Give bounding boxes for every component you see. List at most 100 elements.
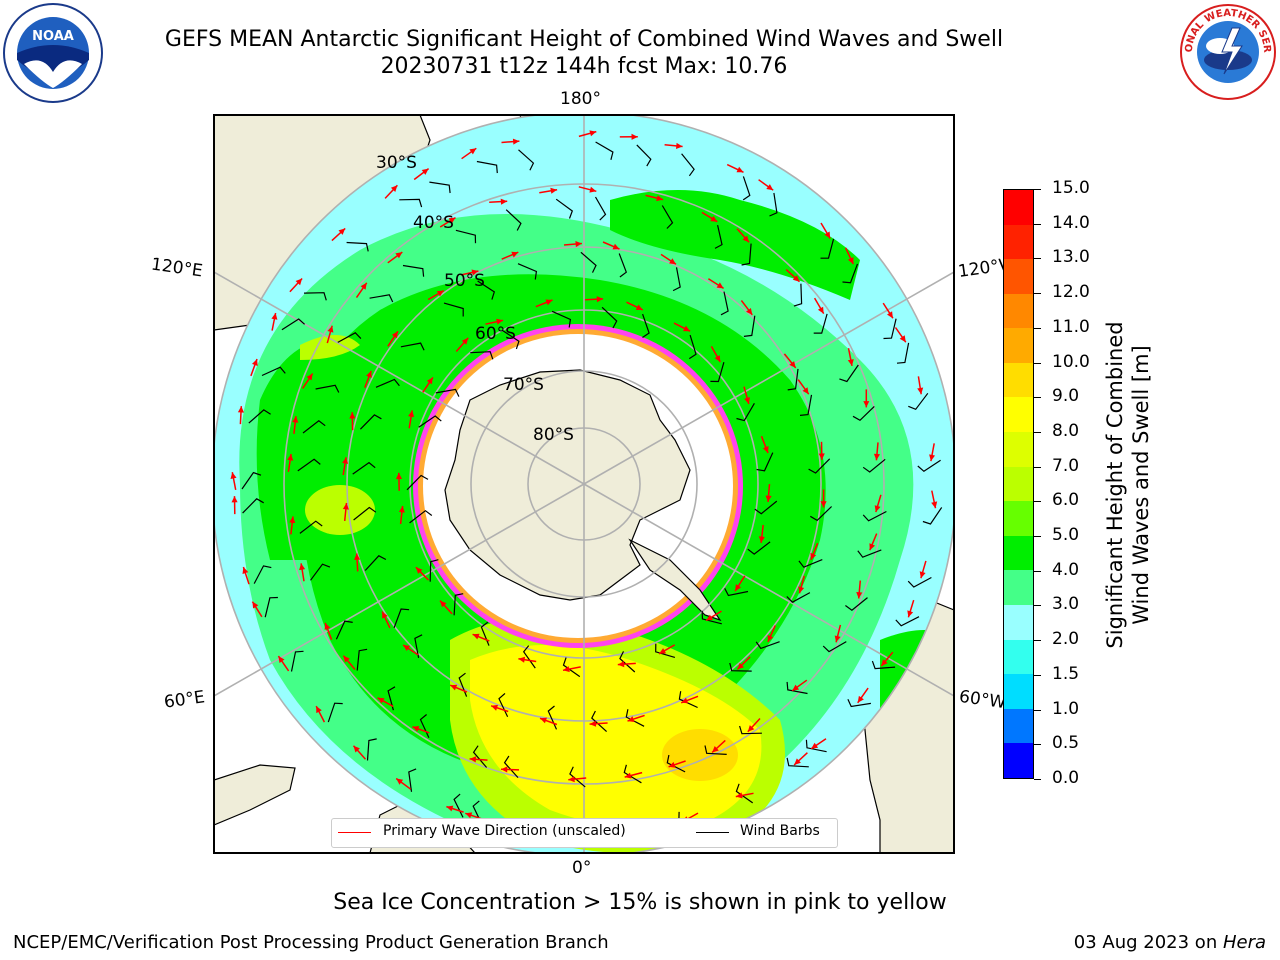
- wind-barb: [769, 192, 778, 217]
- wave-direction-arrowhead: [617, 661, 625, 668]
- wave-direction-arrowhead: [500, 198, 508, 205]
- wind-barb: [896, 342, 910, 364]
- wind-barb: [743, 315, 756, 337]
- wave-direction-arrowhead: [589, 720, 597, 727]
- wave-direction-arrowhead: [735, 584, 742, 592]
- wind-barb: [786, 681, 808, 695]
- colorbar-tick: [1034, 189, 1041, 190]
- wind-barb: [735, 783, 754, 804]
- wave-direction-arrowhead: [747, 725, 755, 732]
- wind-barb: [688, 334, 697, 360]
- wind-barb: [453, 593, 464, 616]
- wave-direction-arrowhead: [802, 387, 809, 395]
- wave-direction-arrowhead: [472, 633, 480, 640]
- wind-barb-legend-label: Wind Barbs: [740, 823, 820, 839]
- wave-direction-arrowhead: [765, 495, 772, 502]
- wave-direction-arrowhead: [735, 792, 743, 799]
- wind-barb: [476, 160, 498, 174]
- wave-direction-arrowhead: [919, 571, 926, 579]
- wind-barb: [408, 768, 417, 792]
- wind-barb: [595, 141, 614, 160]
- wind-barb: [369, 294, 394, 303]
- lon-label-bottom: 0°: [572, 858, 592, 878]
- wave-direction-arrowhead: [881, 659, 888, 666]
- wind-barb: [591, 710, 608, 733]
- wave-direction-arrowhead: [511, 251, 519, 258]
- wind-barb: [443, 302, 464, 317]
- colorbar-tick: [1034, 640, 1041, 642]
- wave-direction-arrowhead: [847, 359, 854, 366]
- wind-barb: [917, 459, 941, 473]
- wave-direction-arrowhead: [758, 536, 765, 543]
- wind-barb: [862, 458, 886, 473]
- colorbar-tick-label: 4.0: [1052, 559, 1080, 580]
- wave-direction-arrowhead: [382, 611, 388, 619]
- colorbar-tick-label: 11.0: [1052, 316, 1090, 337]
- wind-barb: [842, 263, 859, 284]
- wind-barb: [786, 592, 811, 603]
- colorbar-segment: [1004, 605, 1033, 640]
- wind-barb: [852, 405, 875, 422]
- wave-direction-arrowhead: [501, 766, 508, 773]
- colorbar-tick-label: 3.0: [1052, 594, 1080, 615]
- wave-direction-arrowhead: [714, 355, 721, 362]
- wave-direction-arrowhead: [817, 306, 824, 314]
- madagascar-land: [214, 764, 296, 826]
- wind-barb: [297, 458, 321, 472]
- wave-direction-arrowhead: [342, 457, 349, 464]
- wind-barb: [714, 224, 723, 249]
- wave-direction-arrowhead: [737, 662, 744, 670]
- colorbar-tick: [1034, 397, 1041, 399]
- colorbar-tick-label: 6.0: [1052, 490, 1080, 511]
- wind-barb: [435, 388, 460, 397]
- wind-barb: [813, 313, 828, 334]
- colorbar-tick-label: 12.0: [1052, 282, 1090, 303]
- wave-direction-arrowhead: [631, 133, 638, 140]
- wind-barb-legend-line: [696, 832, 729, 833]
- wind-barb: [704, 745, 727, 755]
- lat-label-40s: 40°S: [413, 213, 454, 233]
- wave-direction-arrowhead: [390, 185, 398, 192]
- lat-label-60s: 60°S: [475, 324, 516, 344]
- lat-label-50s: 50°S: [444, 271, 485, 291]
- wind-barb: [580, 251, 597, 273]
- colorbar-title-line2: Wind Waves and Swell [m]: [1129, 345, 1153, 625]
- wave-direction-arrowhead: [426, 377, 433, 385]
- date-text: 03 Aug 2023 on Hera: [1074, 932, 1266, 953]
- wave-direction-arrowhead: [252, 601, 259, 609]
- wave-direction-arrowhead: [450, 684, 458, 691]
- wave-direction-arrowhead: [360, 282, 367, 290]
- wave-direction-arrowhead: [471, 269, 479, 276]
- wind-barb: [551, 310, 572, 328]
- wave-direction-arrowhead: [589, 186, 597, 193]
- wave-direction-arrowhead: [306, 373, 313, 381]
- chart-title: GEFS MEAN Antarctic Significant Height o…: [164, 27, 1004, 52]
- wind-barb: [353, 506, 377, 521]
- wave-direction-arrowhead: [612, 243, 620, 250]
- wind-barb: [352, 461, 376, 475]
- wind-barb: [399, 198, 423, 208]
- wind-barb: [253, 565, 272, 584]
- wind-barb: [883, 318, 897, 340]
- wind-barb: [518, 149, 535, 171]
- wave-direction-arrowhead: [327, 325, 334, 333]
- wind-barb: [678, 691, 698, 709]
- wave-direction-arrowhead: [398, 506, 405, 513]
- wave-direction-arrowhead: [929, 454, 935, 462]
- wave-direction-arrowhead: [343, 655, 350, 663]
- wave-direction-arrowhead: [412, 726, 420, 732]
- wind-barb: [501, 329, 520, 350]
- colorbar-tick-label: 8.0: [1052, 420, 1080, 441]
- wind-barb: [756, 452, 774, 472]
- wave-direction-arrowhead: [242, 567, 249, 574]
- colorbar-segment: [1004, 501, 1033, 536]
- wave-direction-arrowhead: [353, 745, 360, 753]
- wave-direction-arrowhead: [789, 361, 796, 368]
- wave-direction-arrowhead: [746, 308, 753, 315]
- wind-barb: [793, 283, 803, 307]
- wave-direction-arrowhead: [391, 331, 398, 339]
- lon-label-top: 180°: [560, 89, 601, 109]
- wave-direction-arrowhead: [767, 634, 774, 642]
- wind-barb: [241, 471, 262, 490]
- wave-direction-arrowhead: [324, 622, 331, 630]
